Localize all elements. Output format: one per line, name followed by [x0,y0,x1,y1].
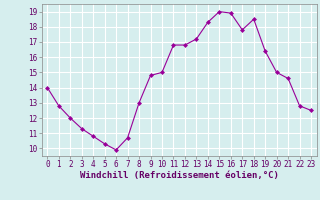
X-axis label: Windchill (Refroidissement éolien,°C): Windchill (Refroidissement éolien,°C) [80,171,279,180]
